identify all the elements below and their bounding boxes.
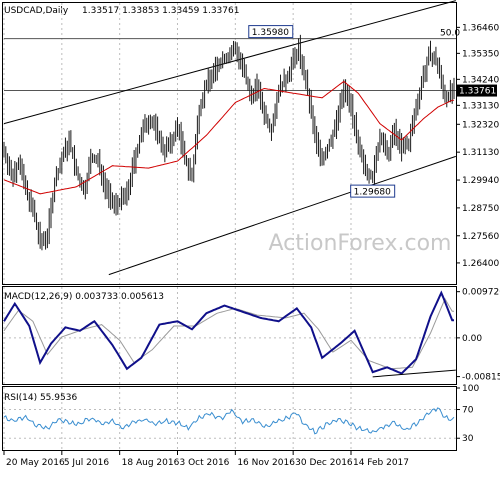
rsi-tick-label: 70 — [462, 406, 474, 416]
axis-layer: 1.36460 1.35350 1.34240 1.33130 1.32320 1.311… — [3, 23, 500, 468]
x-tick-label: 14 Feb 2017 — [353, 458, 409, 468]
symbol-label: USDCAD,Daily — [4, 6, 69, 16]
x-tick-label: 3 Oct 2016 — [179, 458, 229, 468]
price-layer: 50.0 1.35980 1.29680 — [3, 0, 460, 276]
current-price-label: 1.33761 — [459, 87, 496, 97]
price-tick-label: 1.31130 — [462, 148, 499, 158]
current-price-box — [457, 84, 497, 97]
x-tick-label: 16 Nov 2016 — [237, 458, 295, 468]
macd-title: MACD(12,26,9) 0.003733 0.005613 — [4, 292, 164, 302]
rsi-title: RSI(14) 55.9536 — [4, 393, 77, 403]
annotation-label: 1.35980 — [252, 28, 289, 38]
price-tick-label: 1.33130 — [462, 101, 499, 111]
rsi-layer — [3, 407, 455, 435]
price-tick-label: 1.34240 — [462, 75, 499, 85]
price-tick-label: 1.32320 — [462, 120, 499, 130]
rsi-tick-label: 100 — [462, 384, 479, 394]
price-panel-frame — [2, 2, 457, 285]
x-tick-label: 30 Dec 2016 — [295, 458, 353, 468]
annotation-label: 1.29680 — [354, 188, 391, 198]
x-tick-label: 18 Aug 2016 — [122, 458, 180, 468]
rsi-panel-frame — [2, 386, 457, 451]
annotation-box — [248, 25, 294, 39]
macd-layer — [3, 290, 456, 378]
macd-tick-label: 0.00 — [462, 334, 482, 344]
moving-average-line — [3, 80, 454, 195]
price-tick-label: 1.26400 — [462, 259, 499, 269]
annotation-box — [350, 184, 396, 198]
price-tick-label: 1.36460 — [462, 23, 499, 33]
watermark: ActionForex.com — [269, 231, 452, 256]
price-tick-label: 1.29940 — [462, 176, 499, 186]
macd-tick-label: -0.008153 — [462, 373, 500, 383]
macd-tick-label: 0.009726 — [462, 288, 500, 298]
macd-trend-line — [372, 369, 456, 378]
ohlc-label: 1.33517 1.33853 1.33459 1.33761 — [82, 6, 239, 16]
grid-layer — [3, 3, 456, 450]
channel-line — [108, 155, 456, 276]
macd-panel-frame — [2, 286, 457, 385]
fib-50-label: 50.0 — [440, 29, 460, 39]
rsi-line — [3, 407, 455, 435]
rsi-tick-label: 30 — [462, 434, 474, 444]
price-tick-label: 1.28750 — [462, 204, 499, 214]
price-tick-label: 1.27560 — [462, 232, 499, 242]
x-tick-label: 5 Jul 2016 — [64, 458, 109, 468]
x-tick-label: 20 May 2016 — [6, 458, 65, 468]
macd-line — [3, 290, 454, 375]
price-tick-label: 1.35350 — [462, 49, 499, 59]
